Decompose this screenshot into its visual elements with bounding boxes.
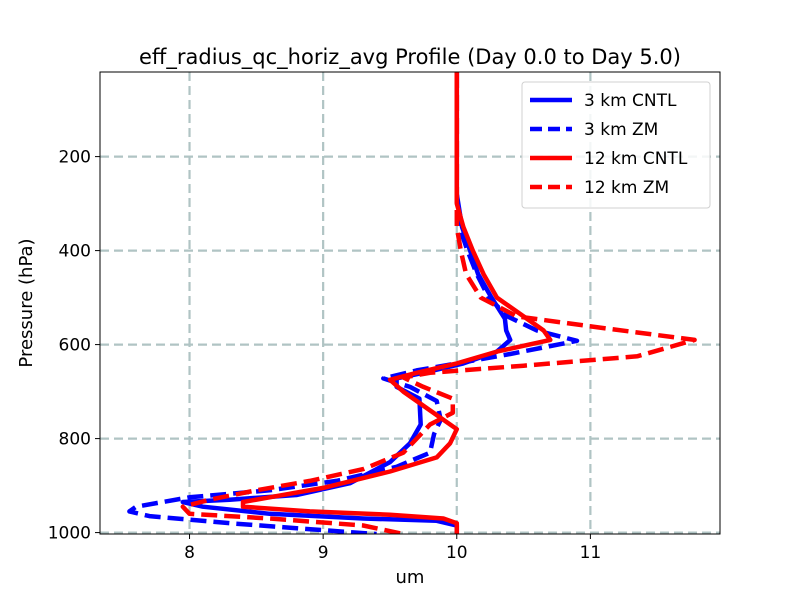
plot-area [127,72,697,534]
legend: 3 km CNTL 3 km ZM 12 km CNTL 12 km ZM [521,81,711,209]
y-tick-label: 400 [59,242,91,262]
x-tick-label: 9 [318,543,329,563]
axis-ticks: 8 9 10 11 200 400 600 800 1000 [48,148,601,563]
legend-box [521,81,711,209]
x-axis-label: um [396,567,425,588]
y-tick-label: 200 [59,148,91,168]
chart-title: eff_radius_qc_horiz_avg Profile (Day 0.0… [139,45,681,70]
y-axis-label: Pressure (hPa) [16,238,37,367]
x-tick-label: 10 [446,543,468,563]
series-line-2 [127,72,580,534]
x-tick-label: 8 [184,543,195,563]
y-tick-label: 1000 [48,524,91,544]
legend-entry-label: 12 km ZM [584,178,669,198]
axes-frame [99,71,721,535]
y-tick-label: 600 [59,336,91,356]
x-tick-label: 11 [580,543,602,563]
y-tick-label: 800 [59,430,91,450]
series-line-4 [180,72,697,534]
legend-entry-label: 3 km CNTL [584,91,677,111]
series-line-3 [240,72,553,534]
series-lines [127,72,697,534]
legend-entry-label: 3 km ZM [584,120,658,140]
legend-entry-label: 12 km CNTL [584,149,688,169]
